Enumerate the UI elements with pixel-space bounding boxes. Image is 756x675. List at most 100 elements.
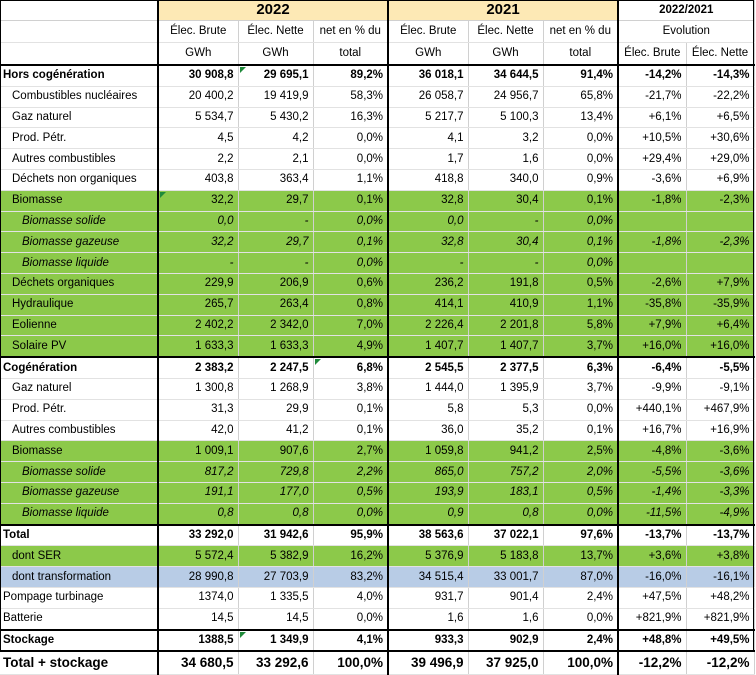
cell-share-2022: 83,2% (313, 566, 389, 588)
cell-share-2021: 2,0% (543, 461, 619, 483)
cell-share-2022: 0,0% (313, 148, 389, 170)
col-evolution-brute: Élec. Brute (617, 42, 687, 66)
row-label: Stockage (0, 628, 159, 652)
cell-brute-2022: 28 990,8 (157, 566, 239, 588)
cell-evo-nette: +16,0% (686, 335, 755, 358)
table-row: Autres combustibles 2,2 2,1 0,0% 1,7 1,6 0,0% +… (0, 148, 755, 170)
cell-share-2021: 6,3% (543, 356, 619, 379)
row-label: Autres combustibles (0, 420, 159, 442)
cell-evo-nette: -9,1% (686, 378, 755, 400)
cell-brute-2022: 2 383,2 (157, 356, 239, 379)
header-spacer (0, 42, 159, 66)
cell-nette-2021: 757,2 (468, 461, 544, 483)
cell-brute-2022: 31,3 (157, 399, 239, 421)
cell-nette-2022: 5 382,9 (238, 545, 314, 568)
cell-brute-2022: 2 402,2 (157, 315, 239, 337)
cell-brute-2022: 2,2 (157, 148, 239, 170)
cell-brute-2021: 1 407,7 (387, 335, 469, 358)
unit-2021-nette: GWh (468, 42, 544, 66)
cell-brute-2022: 33 292,0 (157, 523, 239, 547)
cell-share-2021: 0,0% (543, 148, 619, 170)
table-row: Pompage turbinage 1374,0 1 335,5 4,0% 931,7 9… (0, 587, 755, 609)
row-label: Cogénération (0, 356, 159, 379)
cell-nette-2022: 5 430,2 (238, 107, 314, 129)
row-label: Hors cogénération (0, 63, 159, 87)
cell-share-2021: 0,0% (543, 127, 619, 150)
cell-nette-2021: 2 377,5 (468, 356, 544, 379)
col-2022-share: net en % du (313, 20, 389, 43)
cell-share-2022: 0,1% (313, 399, 389, 421)
cell-share-2022: 0,0% (313, 608, 389, 631)
row-label: Total + stockage (0, 650, 159, 675)
cell-share-2021: 5,8% (543, 315, 619, 337)
cell-evo-nette: -22,2% (686, 86, 755, 108)
cell-nette-2022: 29,9 (238, 399, 314, 421)
cell-brute-2022: 191,1 (157, 482, 239, 504)
table-row: Total + stockage 34 680,5 33 292,6 100,0% 39… (0, 650, 755, 675)
row-label: dont transformation (0, 566, 159, 588)
cell-evo-nette: +6,4% (686, 315, 755, 337)
cell-brute-2021: 933,3 (387, 628, 469, 652)
cell-evo-nette: -2,3% (686, 190, 755, 212)
table-row: Biomasse liquide - -0,0% - -0,0% (0, 252, 755, 274)
cell-nette-2021: 34 644,5 (468, 63, 544, 87)
row-label: Déchets non organiques (0, 169, 159, 191)
cell-brute-2021: 236,2 (387, 273, 469, 295)
column-header-row-bottom: GWh GWh total GWh GWh total Élec. Brute … (0, 42, 755, 66)
cell-brute-2022: 5 534,7 (157, 107, 239, 129)
column-header-row-top: Élec. Brute Élec. Nette net en % du Élec… (0, 20, 755, 43)
header-corner (0, 0, 159, 21)
cell-share-2021: 91,4% (543, 63, 619, 87)
table-row: Stockage 1388,5 1 349,9 4,1% 933,3 902,9 2,4% +… (0, 628, 755, 652)
cell-brute-2021: 32,8 (387, 231, 469, 254)
cell-share-2022: 2,7% (313, 440, 389, 463)
cell-share-2021: 3,7% (543, 378, 619, 400)
cell-brute-2022: 1388,5 (157, 628, 239, 652)
cell-evo-brute (617, 211, 687, 233)
cell-brute-2021: 0,9 (387, 503, 469, 526)
table-row: Prod. Pétr. 31,3 29,9 0,1% 5,8 5,3 0,0% +440,1%… (0, 399, 755, 421)
cell-share-2021: 2,5% (543, 440, 619, 463)
cell-brute-2021: 5,8 (387, 399, 469, 421)
cell-nette-2021: 30,4 (468, 231, 544, 254)
cell-brute-2021: - (387, 252, 469, 274)
cell-share-2021: 0,0% (543, 399, 619, 421)
table-row: Batterie 14,5 14,5 0,0% 1,6 1,6 0,0% +821,9% +82… (0, 608, 755, 631)
table-row: Hors cogénération 30 908,8 29 695,1 89,2% 36… (0, 63, 755, 87)
cell-nette-2022: 729,8 (238, 461, 314, 483)
cell-brute-2021: 34 515,4 (387, 566, 469, 588)
cell-evo-nette: -2,3% (686, 231, 755, 254)
cell-nette-2021: 37 022,1 (468, 523, 544, 547)
table-row: Combustibles nucléaires 20 400,2 19 419,9 5… (0, 86, 755, 108)
cell-brute-2022: 14,5 (157, 608, 239, 631)
row-label: Gaz naturel (0, 107, 159, 129)
cell-nette-2022: 1 633,3 (238, 335, 314, 358)
cell-evo-brute: -1,4% (617, 482, 687, 504)
table-row: Biomasse solide 0,0-0,0% 0,0-0,0% (0, 211, 755, 233)
col-2021-brute: Élec. Brute (387, 20, 469, 43)
row-label: Solaire PV (0, 335, 159, 358)
cell-brute-2022: 5 572,4 (157, 545, 239, 568)
cell-share-2021: 65,8% (543, 86, 619, 108)
table-body: Hors cogénération 30 908,8 29 695,1 89,2% 36… (0, 63, 755, 675)
row-label: Biomasse liquide (0, 252, 159, 274)
row-label: Eolienne (0, 315, 159, 337)
cell-share-2022: 0,0% (313, 211, 389, 233)
cell-brute-2021: 193,9 (387, 482, 469, 504)
row-label: Hydraulique (0, 294, 159, 316)
cell-share-2022: 16,3% (313, 107, 389, 129)
cell-share-2021: 3,7% (543, 335, 619, 358)
table-row: Biomasse gazeuse 32,2 29,7 0,1% 32,8 30,4 0,1%… (0, 231, 755, 254)
cell-evo-nette: +7,9% (686, 273, 755, 295)
cell-evo-nette: +48,2% (686, 587, 755, 609)
cell-nette-2021: 37 925,0 (468, 650, 544, 675)
cell-nette-2021: 1 407,7 (468, 335, 544, 358)
cell-evo-nette: -14,3% (686, 63, 755, 87)
cell-share-2022: 0,1% (313, 420, 389, 442)
cell-share-2021: 2,4% (543, 628, 619, 652)
cell-brute-2022: 32,2 (157, 231, 239, 254)
cell-nette-2021: - (468, 252, 544, 274)
cell-evo-nette: -3,6% (686, 440, 755, 463)
